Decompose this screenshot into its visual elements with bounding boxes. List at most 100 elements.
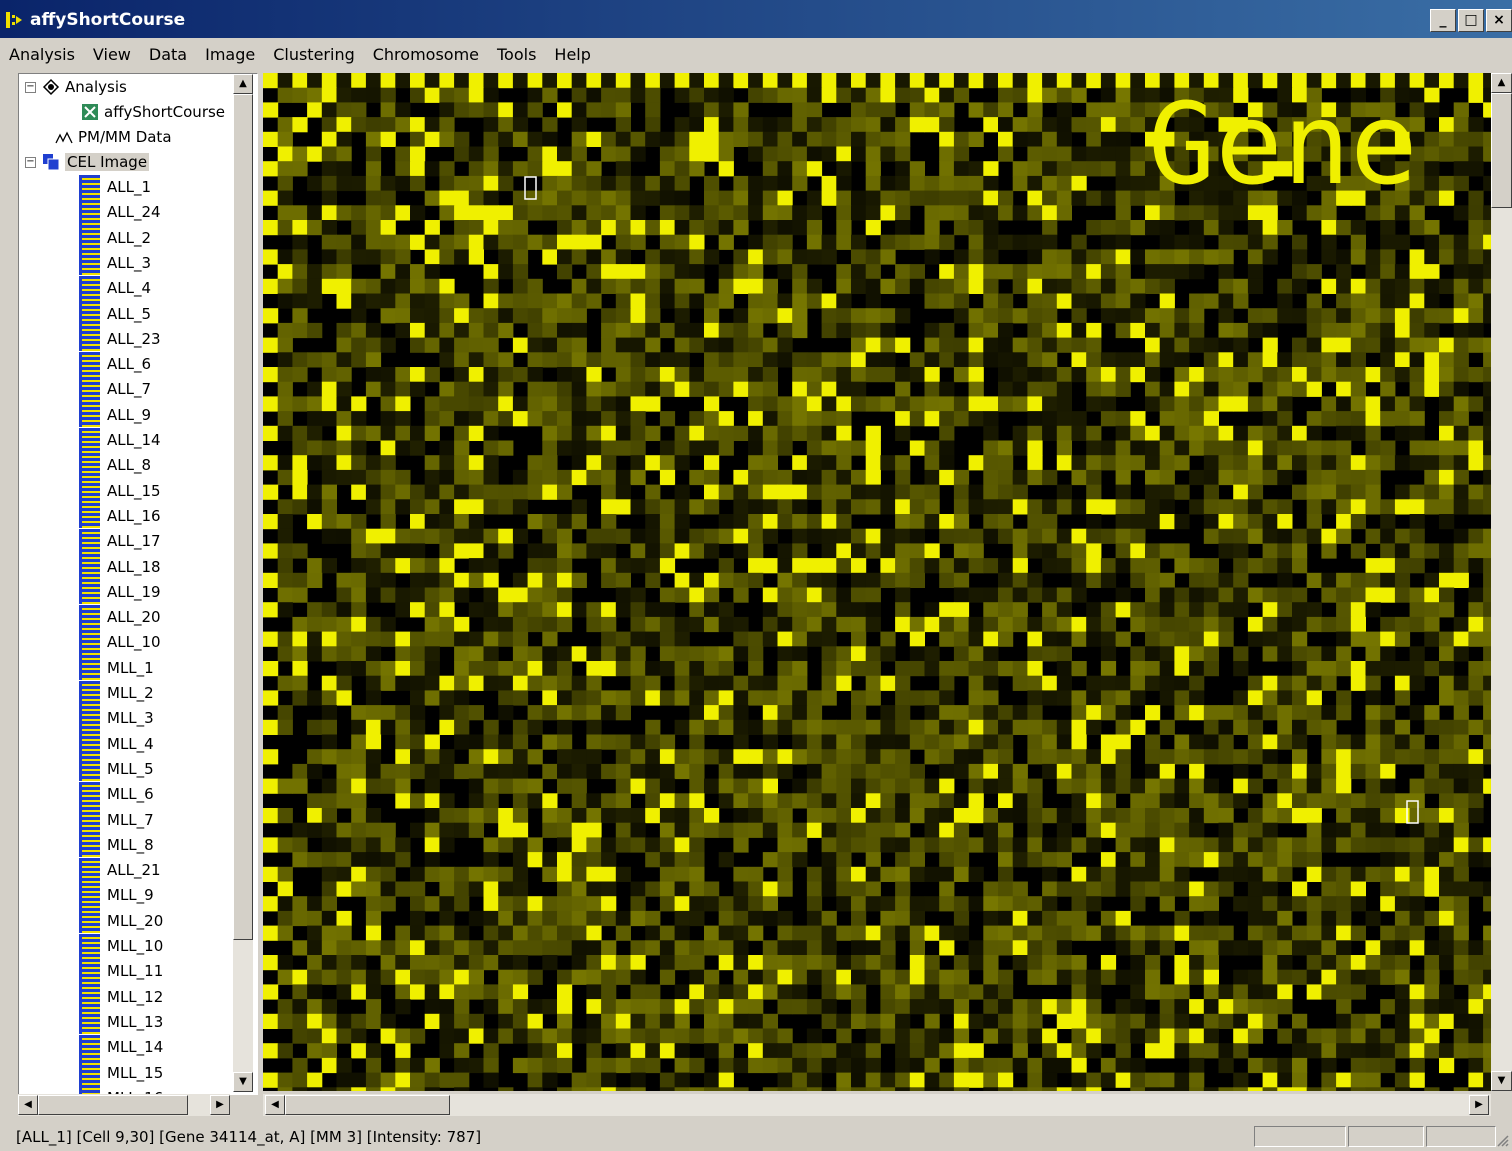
- microarray-heatmap[interactable]: Gene: [263, 73, 1491, 1091]
- tree-item-cel[interactable]: ALL_14: [79, 427, 161, 453]
- tree-item-cel[interactable]: ALL_10: [79, 629, 161, 655]
- tree-item-cel[interactable]: ALL_18: [79, 554, 161, 579]
- tree-item-cel[interactable]: ALL_4: [79, 275, 151, 301]
- scroll-down-icon[interactable]: ▼: [1491, 1071, 1512, 1091]
- tree-item-cel[interactable]: ALL_2: [79, 225, 151, 251]
- tree-node-pmmm-data[interactable]: PM/MM Data: [55, 125, 172, 149]
- image-vscroll-thumb[interactable]: [1491, 93, 1512, 208]
- tree-item-cel[interactable]: ALL_8: [79, 452, 151, 478]
- tree-item-cel[interactable]: ALL_17: [79, 528, 161, 554]
- tree-item-cel[interactable]: ALL_7: [79, 376, 151, 402]
- probe-cell: [571, 411, 587, 427]
- probe-cell: [512, 469, 529, 486]
- probe-cell: [557, 572, 573, 588]
- probe-cell: [439, 705, 455, 721]
- menu-tools[interactable]: Tools: [497, 45, 537, 64]
- tree-node-affyshortcourse[interactable]: affyShortCourse: [81, 100, 225, 124]
- close-button[interactable]: ×: [1486, 9, 1512, 32]
- tree-item-cel[interactable]: MLL_1: [79, 655, 154, 681]
- scroll-left-icon[interactable]: ◀: [18, 1095, 38, 1115]
- tree-node-cel-image[interactable]: − CEL Image: [25, 150, 150, 174]
- tree-item-cel[interactable]: MLL_8: [79, 832, 154, 858]
- tree-item-cel[interactable]: MLL_13: [79, 1009, 163, 1035]
- tree-item-cel[interactable]: MLL_15: [79, 1060, 163, 1085]
- image-vertical-scrollbar[interactable]: ▲ ▼: [1491, 73, 1512, 1091]
- tree-item-cel[interactable]: MLL_2: [79, 680, 154, 706]
- scroll-right-icon[interactable]: ▶: [1469, 1095, 1489, 1115]
- probe-cell: [1130, 455, 1146, 471]
- tree-item-cel[interactable]: MLL_20: [79, 908, 163, 934]
- tree-item-cel[interactable]: MLL_16: [79, 1085, 163, 1094]
- tree-item-cel[interactable]: MLL_4: [79, 731, 154, 757]
- tree-item-cel[interactable]: ALL_1: [79, 174, 151, 200]
- probe-cell: [498, 661, 514, 677]
- probe-cell: [424, 322, 440, 339]
- tree-vertical-scrollbar[interactable]: ▲ ▼: [233, 74, 253, 1092]
- probe-cell: [645, 249, 661, 265]
- maximize-button[interactable]: □: [1458, 9, 1484, 32]
- tree-item-cel[interactable]: MLL_14: [79, 1034, 163, 1060]
- menu-help[interactable]: Help: [554, 45, 591, 64]
- menu-clustering[interactable]: Clustering: [273, 45, 355, 64]
- probe-cell: [542, 484, 558, 500]
- menu-data[interactable]: Data: [148, 45, 188, 64]
- tree-item-cel[interactable]: MLL_9: [79, 882, 154, 908]
- probe-cell: [277, 925, 293, 941]
- probe-cell: [1027, 234, 1043, 250]
- tree-item-cel[interactable]: MLL_5: [79, 756, 154, 782]
- probe-cell: [601, 616, 617, 633]
- image-hscroll-thumb[interactable]: [285, 1095, 450, 1115]
- probe-cell: [1453, 719, 1469, 735]
- tree-hscroll-thumb[interactable]: [38, 1095, 188, 1115]
- tree-item-cel[interactable]: MLL_11: [79, 958, 163, 984]
- tree-item-cel[interactable]: ALL_9: [79, 402, 151, 428]
- menu-view[interactable]: View: [92, 45, 131, 64]
- probe-cell: [762, 278, 778, 294]
- probe-cell: [953, 837, 970, 853]
- cel-image-view[interactable]: Gene: [263, 73, 1491, 1091]
- tree-item-cel[interactable]: ALL_19: [79, 579, 161, 605]
- probe-cell: [1247, 205, 1264, 221]
- image-horizontal-scrollbar[interactable]: ◀ ▶: [263, 1094, 1491, 1116]
- scroll-left-icon[interactable]: ◀: [265, 1095, 285, 1115]
- tree-item-cel[interactable]: ALL_20: [79, 604, 161, 630]
- tree-node-analysis[interactable]: − Analysis: [25, 75, 127, 99]
- tree-item-cel[interactable]: ALL_3: [79, 250, 151, 276]
- tree-item-cel[interactable]: ALL_6: [79, 351, 151, 377]
- tree-scroll-thumb[interactable]: [233, 94, 253, 940]
- collapse-icon[interactable]: −: [25, 155, 36, 168]
- probe-cell: [1071, 528, 1087, 544]
- probe-cell: [1189, 822, 1205, 838]
- scroll-right-icon[interactable]: ▶: [210, 1095, 230, 1115]
- collapse-icon[interactable]: −: [25, 80, 36, 93]
- menu-chromosome[interactable]: Chromosome: [372, 45, 479, 64]
- tree-item-cel[interactable]: MLL_12: [79, 984, 163, 1010]
- tree-item-cel[interactable]: MLL_3: [79, 705, 154, 731]
- probe-cell: [1145, 175, 1161, 192]
- tree-item-cel[interactable]: MLL_10: [79, 933, 163, 959]
- scroll-down-icon[interactable]: ▼: [233, 1072, 253, 1092]
- probe-cell: [542, 469, 558, 486]
- tree-item-cel[interactable]: ALL_23: [79, 326, 161, 352]
- menu-analysis[interactable]: Analysis: [9, 45, 75, 64]
- probe-cell: [321, 866, 337, 882]
- tree-item-cel[interactable]: MLL_6: [79, 781, 154, 807]
- probe-cell: [939, 514, 955, 530]
- scroll-up-icon[interactable]: ▲: [1491, 73, 1512, 93]
- tree-item-cel[interactable]: MLL_7: [79, 807, 154, 832]
- tree-item-cel[interactable]: ALL_24: [79, 199, 161, 225]
- scroll-up-icon[interactable]: ▲: [233, 74, 253, 94]
- resize-grip-icon[interactable]: [1496, 1132, 1510, 1148]
- project-tree[interactable]: − Analysis affyShortCourse PM/MM Data − …: [18, 73, 258, 1095]
- probe-cell: [395, 1043, 411, 1059]
- tree-item-cel[interactable]: ALL_15: [79, 478, 161, 504]
- probe-cell: [1115, 749, 1131, 765]
- tree-item-cel[interactable]: ALL_16: [79, 503, 161, 529]
- minimize-button[interactable]: _: [1430, 9, 1456, 32]
- menu-image[interactable]: Image: [205, 45, 256, 64]
- tree-item-cel[interactable]: ALL_21: [79, 857, 161, 883]
- tree-item-cel[interactable]: ALL_5: [79, 301, 151, 326]
- probe-cell: [395, 763, 411, 780]
- tree-horizontal-scrollbar[interactable]: ◀ ▶: [18, 1094, 230, 1116]
- probe-cell: [615, 528, 631, 544]
